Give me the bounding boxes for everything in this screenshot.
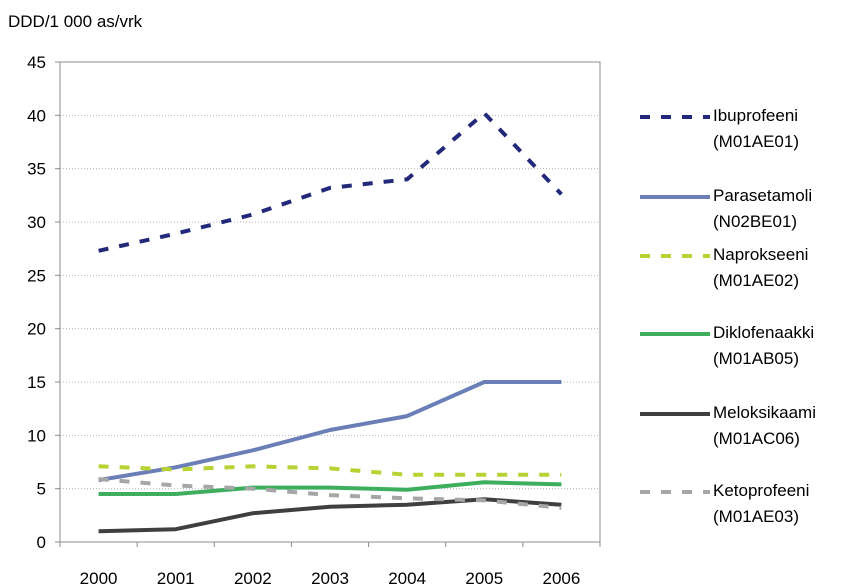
legend-label: Ibuprofeeni (M01AE01) (713, 103, 799, 155)
x-tick-label: 2005 (465, 569, 503, 585)
y-tick-label: 0 (37, 533, 46, 552)
legend-label-name: Parasetamoli (713, 186, 813, 205)
legend-item-parasetamoli: Parasetamoli (N02BE01) (640, 183, 864, 239)
y-tick-label: 40 (27, 106, 46, 125)
legend-label: Ketoprofeeni (M01AE03) (713, 478, 809, 530)
series-line-ibuprofeeni (98, 111, 563, 253)
legend-item-naprokseeni: Naprokseeni (M01AE02) (640, 242, 864, 298)
y-tick-label: 35 (27, 160, 46, 179)
legend-item-meloksikaami: Meloksikaami (M01AC06) (640, 400, 864, 456)
legend-label-name: Naprokseeni (713, 245, 809, 264)
y-tick-label: 30 (27, 213, 46, 232)
legend-item-diklofenaakki: Diklofenaakki (M01AB05) (640, 320, 864, 376)
x-tick-label: 2006 (543, 569, 581, 585)
legend-label-code: (M01AC06) (713, 429, 800, 448)
legend-swatch (640, 115, 710, 119)
series-lines (98, 111, 563, 534)
y-tick-label: 20 (27, 320, 46, 339)
x-tick-label: 2001 (157, 569, 195, 585)
legend-label: Meloksikaami (M01AC06) (713, 400, 816, 452)
x-tick-label: 2003 (311, 569, 349, 585)
legend-swatch (640, 254, 710, 258)
legend-label-name: Ibuprofeeni (713, 106, 799, 125)
y-tick-label: 15 (27, 373, 46, 392)
legend-label-code: (M01AB05) (713, 349, 799, 368)
legend-item-ibuprofeeni: Ibuprofeeni (M01AE01) (640, 103, 864, 159)
x-tick-label: 2002 (234, 569, 272, 585)
legend-label: Diklofenaakki (M01AB05) (713, 320, 814, 372)
legend-label-code: (N02BE01) (713, 212, 798, 231)
legend-label-code: (M01AE02) (713, 271, 799, 290)
legend-swatch (640, 332, 710, 336)
x-axis-ticks: 2000 2001 2002 2003 2004 2005 2006 (59, 542, 601, 585)
y-axis-ticks: 0 5 10 15 20 25 30 35 40 45 (27, 53, 60, 552)
legend-label-name: Diklofenaakki (713, 323, 815, 342)
legend-label-name: Ketoprofeeni (713, 481, 810, 500)
y-tick-label: 25 (27, 266, 46, 285)
series-line-parasetamoli (98, 380, 562, 483)
series-line-meloksikaami (98, 497, 562, 534)
legend-label: Parasetamoli (N02BE01) (713, 183, 812, 235)
plot-area-frame (59, 61, 601, 543)
legend-swatch (640, 490, 710, 494)
y-tick-label: 10 (27, 426, 46, 445)
legend-label-code: (M01AE03) (713, 507, 799, 526)
legend-swatch (640, 412, 710, 416)
legend-label: Naprokseeni (M01AE02) (713, 242, 808, 294)
x-tick-label: 2000 (80, 569, 118, 585)
y-axis-title: DDD/1 000 as/vrk (8, 12, 143, 31)
legend-label-code: (M01AE01) (713, 132, 799, 151)
legend: Ibuprofeeni (M01AE01) Parasetamoli (N02BE01… (640, 0, 864, 585)
legend-label-name: Meloksikaami (713, 403, 816, 422)
legend-swatch (640, 195, 710, 199)
gridlines (60, 114, 600, 490)
x-tick-label: 2004 (388, 569, 426, 585)
y-tick-label: 45 (27, 53, 46, 72)
series-line-naprokseeni (98, 464, 562, 477)
legend-item-ketoprofeeni: Ketoprofeeni (M01AE03) (640, 478, 864, 534)
y-tick-label: 5 (37, 480, 46, 499)
